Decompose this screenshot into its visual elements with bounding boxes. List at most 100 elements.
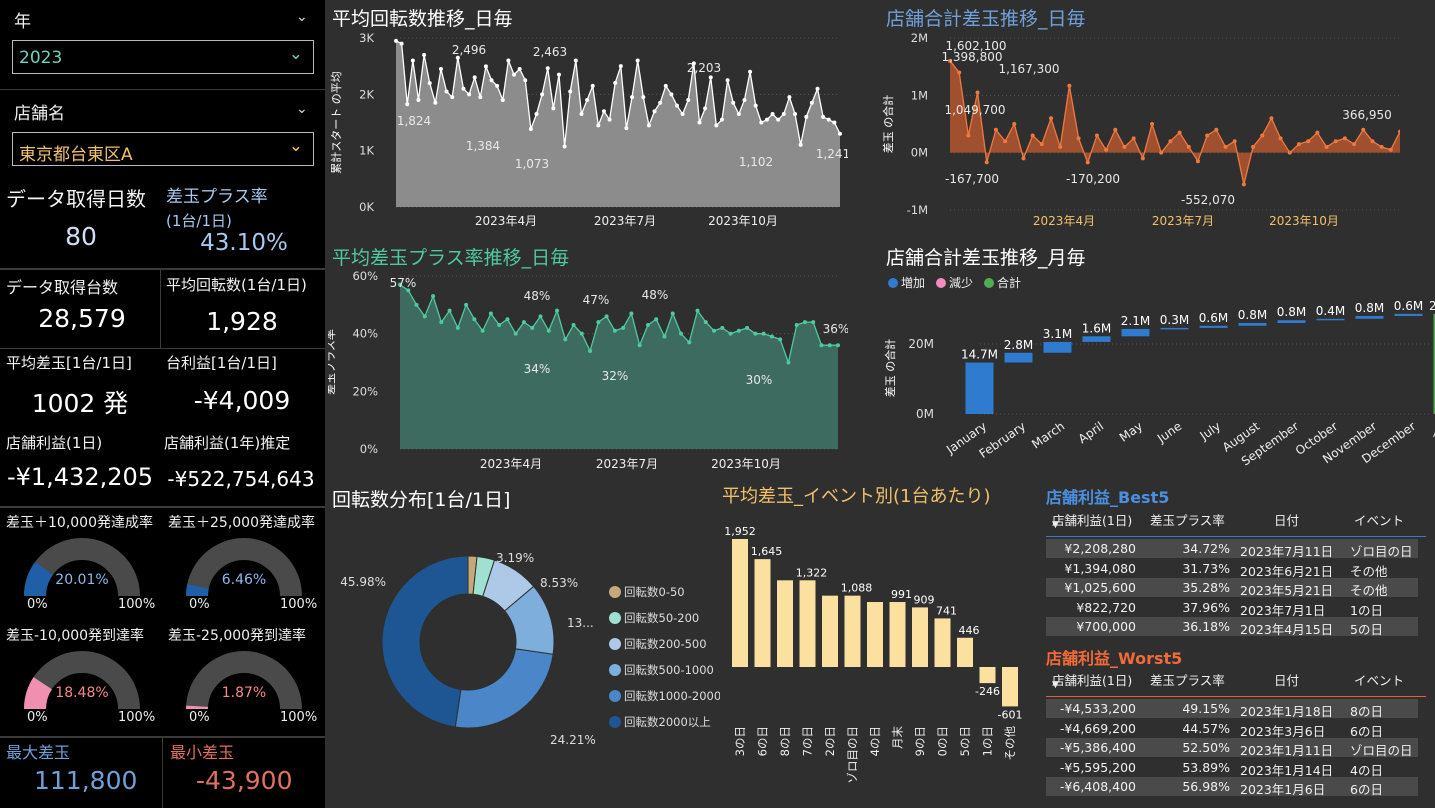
- data-point: [787, 95, 792, 100]
- data-point: [406, 288, 411, 293]
- machines-label: データ取得台数: [6, 278, 119, 297]
- x-tick-label: 7の日: [801, 726, 815, 756]
- bar-value-label: 741: [936, 604, 957, 617]
- gauge-value: 20.01%: [55, 572, 108, 588]
- x-tick-label: 5の日: [958, 726, 972, 756]
- data-point: [464, 302, 469, 307]
- table-cell: 2023年4月15日: [1240, 622, 1334, 637]
- table-cell: ゾロ目の日: [1350, 544, 1413, 559]
- table-header-cell[interactable]: 店舗利益(1日): [1052, 513, 1133, 528]
- store-chevron-icon[interactable]: ⌄: [296, 101, 308, 117]
- legend-marker: [984, 278, 994, 288]
- table-row[interactable]: ¥2,208,280 34.72% 2023年7月11日 ゾロ目の日: [1046, 539, 1418, 559]
- area-fill: [950, 60, 1400, 185]
- table-row[interactable]: -¥6,408,400 56.98% 2023年1月6日 6の日: [1046, 777, 1418, 797]
- data-point: [802, 320, 807, 325]
- gauge: 6.46%: [186, 538, 302, 597]
- bar-value-label: 0.8M: [1277, 305, 1306, 319]
- diff-daily-title: 店舗合計差玉推移_日毎: [886, 8, 1086, 30]
- data-point: [579, 112, 584, 117]
- data-point: [551, 106, 556, 111]
- data-point: [728, 331, 733, 336]
- data-label: 1,102: [739, 155, 773, 169]
- table-cell: -¥4,669,200: [1059, 720, 1136, 736]
- data-point: [662, 334, 667, 339]
- data-label: 1,824: [397, 114, 431, 128]
- data-point: [455, 325, 460, 330]
- table-row[interactable]: ¥822,720 37.96% 2023年7月1日 1の日: [1046, 598, 1418, 618]
- x-tick-label: 2023年4月: [1033, 214, 1095, 228]
- gauge-max-label: 100%: [118, 597, 156, 612]
- data-point: [804, 114, 809, 119]
- data-point: [1012, 122, 1017, 126]
- data-point: [658, 100, 663, 105]
- legend-label: 回転数0-50: [624, 585, 685, 599]
- table-row[interactable]: -¥5,386,400 52.50% 2023年1月11日 ゾロ目の日: [1046, 738, 1418, 758]
- table-header-cell[interactable]: 差玉プラス率: [1150, 673, 1225, 688]
- diff-monthly-title: 店舗合計差玉推移_月毎: [886, 247, 1086, 269]
- table-cell: 35.28%: [1182, 580, 1230, 595]
- data-point: [641, 95, 646, 100]
- table-row[interactable]: ¥1,025,600 35.28% 2023年5月21日 その他: [1046, 578, 1418, 598]
- diff-daily-chart: -1M 0M 1M 2M 差玉 の合計 2023年4月 2023年7月 2023年10月 1,6…: [881, 31, 1400, 228]
- data-point: [1150, 122, 1155, 126]
- data-point: [528, 127, 533, 132]
- data-point: [512, 72, 517, 77]
- data-point: [652, 109, 657, 114]
- data-point: [686, 97, 691, 102]
- store-profit-value: -¥1,432,205: [6, 463, 154, 491]
- bar: [754, 559, 771, 667]
- bar: [1238, 323, 1267, 326]
- worst5-title: 店舗利益_Worst5: [1046, 649, 1183, 668]
- table-cell: 53.89%: [1182, 759, 1230, 775]
- data-point: [1223, 144, 1228, 149]
- data-point: [472, 317, 477, 322]
- data-point: [530, 325, 535, 330]
- table-cell: ¥700,000: [1076, 619, 1136, 634]
- bar-value-label: 909: [914, 593, 935, 606]
- table-cell: 2023年1月6日: [1240, 782, 1326, 797]
- data-point: [720, 325, 725, 330]
- data-point: [736, 112, 741, 117]
- sort-desc-icon[interactable]: ▼: [1052, 680, 1059, 690]
- table-row[interactable]: ¥1,394,080 31.73% 2023年6月21日 その他: [1046, 559, 1418, 579]
- data-point: [1140, 156, 1145, 161]
- x-tick-label: 4の日: [868, 726, 882, 756]
- table-header-cell[interactable]: 店舗利益(1日): [1052, 673, 1133, 688]
- data-point: [1398, 129, 1400, 134]
- bar-value-label: 0.8M: [1238, 308, 1267, 322]
- table-cell: 1の日: [1350, 602, 1383, 618]
- year-chevron-icon[interactable]: ⌄: [296, 9, 308, 25]
- data-point: [427, 81, 432, 86]
- data-point: [776, 117, 781, 122]
- slice-label: 13...: [567, 616, 594, 630]
- table-header-cell[interactable]: イベント: [1354, 513, 1405, 528]
- data-point: [811, 320, 816, 325]
- table-header-cell[interactable]: イベント: [1354, 673, 1405, 688]
- data-point: [1278, 136, 1283, 141]
- data-point: [394, 38, 398, 43]
- profit-value: -¥4,009: [193, 386, 291, 415]
- store-select[interactable]: 東京都台東区A ⌄: [12, 132, 314, 166]
- data-point: [984, 160, 989, 165]
- table-header-cell[interactable]: 日付: [1274, 513, 1300, 528]
- data-point: [585, 97, 590, 102]
- gauge-title: 差玉-10,000発到達率: [6, 628, 145, 644]
- table-header-cell[interactable]: 日付: [1274, 673, 1300, 688]
- gauge-fill: [186, 584, 209, 597]
- data-point: [819, 343, 824, 348]
- data-point: [604, 314, 609, 319]
- table-row[interactable]: -¥4,669,200 44.57% 2023年3月6日 6の日: [1046, 719, 1418, 739]
- year-select[interactable]: 2023 ⌄: [12, 40, 314, 74]
- table-row[interactable]: ¥700,000 36.18% 2023年4月15日 5の日: [1046, 617, 1418, 637]
- data-point: [691, 61, 696, 66]
- table-cell: 4の日: [1350, 762, 1383, 778]
- table-cell: 52.50%: [1182, 740, 1230, 755]
- sort-desc-icon[interactable]: ▼: [1052, 520, 1059, 530]
- data-point: [809, 100, 814, 105]
- table-row[interactable]: -¥5,595,200 53.89% 2023年1月14日 4の日: [1046, 758, 1418, 778]
- table-header-cell[interactable]: 差玉プラス率: [1150, 513, 1225, 528]
- table-cell: 8の日: [1350, 704, 1383, 719]
- y-tick-label: 2K: [359, 87, 374, 101]
- table-row[interactable]: -¥4,533,200 49.15% 2023年1月18日 8の日: [1046, 699, 1418, 719]
